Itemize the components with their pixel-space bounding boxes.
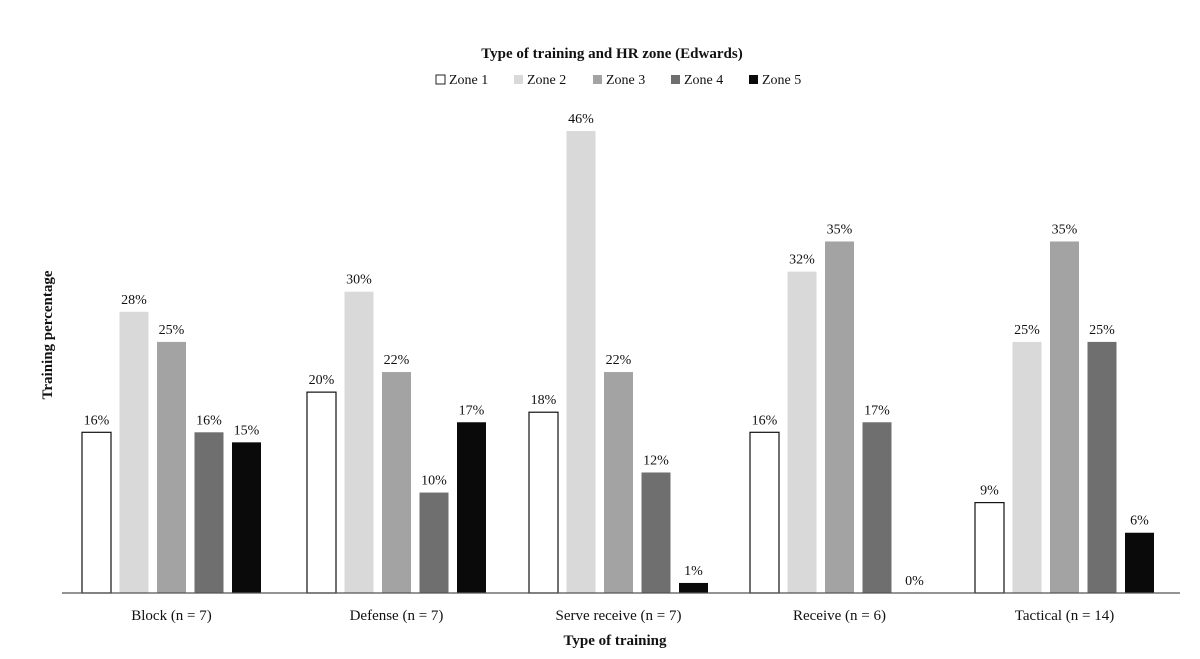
data-label-zone-1-cat3: 18% <box>531 393 557 408</box>
data-label-zone-5-cat2: 17% <box>459 403 485 418</box>
data-label-zone-2-cat3: 46% <box>568 112 594 127</box>
bar-zone-3-cat1 <box>157 341 186 593</box>
bar-zone-3-cat5 <box>1050 241 1079 593</box>
bar-zone-2-cat1 <box>119 311 149 593</box>
data-label-zone-4-cat2: 10% <box>421 474 447 489</box>
bars: 16% 28% 25% 16% 15% 20% 30% 22% 10% 17% 18% 46% 22% 1… <box>81 112 1154 594</box>
bar-zone-4-cat1 <box>194 432 224 593</box>
bar-zone-4-cat5 <box>1087 341 1117 593</box>
category-label-5: Tactical (n = 14) <box>1015 608 1114 624</box>
data-label-zone-3-cat1: 25% <box>159 323 185 338</box>
legend-label-zone-3: Zone 3 <box>606 73 645 88</box>
data-label-zone-1-cat4: 16% <box>752 413 778 428</box>
data-label-zone-5-cat1: 15% <box>234 423 260 438</box>
bar-zone-4-cat2 <box>419 492 449 593</box>
bar-zone-4-cat4 <box>862 422 892 593</box>
bar-zone-1-cat2 <box>306 391 337 594</box>
bar-zone-3-cat2 <box>382 372 411 593</box>
bar-zone-5-cat5 <box>1125 532 1154 593</box>
bar-zone-5-cat2 <box>457 422 486 593</box>
data-label-zone-5-cat5: 6% <box>1130 514 1149 529</box>
legend-swatch-zone-5 <box>749 75 758 84</box>
bar-zone-5-cat1 <box>232 442 261 593</box>
data-label-zone-1-cat2: 20% <box>309 373 335 388</box>
data-label-zone-3-cat2: 22% <box>384 353 410 368</box>
category-label-1: Block (n = 7) <box>131 608 212 624</box>
bar-zone-3-cat3 <box>604 372 633 593</box>
bar-zone-2-cat3 <box>566 131 596 593</box>
data-label-zone-5-cat3: 1% <box>684 564 703 579</box>
data-label-zone-2-cat4: 32% <box>789 253 815 268</box>
data-label-zone-1-cat1: 16% <box>84 413 110 428</box>
bar-zone-1-cat4 <box>749 431 780 594</box>
bar-zone-1-cat5 <box>974 502 1005 594</box>
data-label-zone-5-cat4: 0% <box>905 574 924 589</box>
bar-zone-1-cat1 <box>81 431 112 594</box>
legend-swatch-zone-4 <box>671 75 680 84</box>
legend-label-zone-4: Zone 4 <box>684 73 723 88</box>
data-label-zone-3-cat3: 22% <box>606 353 632 368</box>
data-label-zone-4-cat1: 16% <box>196 413 222 428</box>
chart-title: Type of training and HR zone (Edwards) <box>481 46 742 62</box>
data-label-zone-2-cat1: 28% <box>121 293 147 308</box>
data-label-zone-4-cat4: 17% <box>864 403 890 418</box>
legend-label-zone-1: Zone 1 <box>449 73 488 88</box>
category-label-2: Defense (n = 7) <box>350 608 444 624</box>
bar-zone-1-cat3 <box>528 411 559 594</box>
bar-zone-5-cat3 <box>679 582 708 593</box>
bar-zone-4-cat3 <box>641 472 671 593</box>
legend: Zone 1 Zone 2 Zone 3 Zone 4 Zone 5 <box>435 73 801 88</box>
data-label-zone-3-cat5: 35% <box>1052 222 1078 237</box>
legend-label-zone-2: Zone 2 <box>527 73 566 88</box>
legend-swatch-zone-1 <box>435 74 446 85</box>
bar-zone-2-cat2 <box>344 291 374 593</box>
legend-label-zone-5: Zone 5 <box>762 73 801 88</box>
data-label-zone-2-cat5: 25% <box>1014 323 1040 338</box>
x-axis-title: Type of training <box>563 633 667 649</box>
data-label-zone-2-cat2: 30% <box>346 273 372 288</box>
category-label-4: Receive (n = 6) <box>793 608 886 624</box>
legend-swatch-zone-2 <box>514 75 523 84</box>
bar-zone-2-cat5 <box>1012 341 1042 593</box>
data-label-zone-1-cat5: 9% <box>980 484 999 499</box>
y-axis-title: Training percentage <box>40 270 56 399</box>
data-label-zone-4-cat5: 25% <box>1089 323 1115 338</box>
category-labels: Block (n = 7) Defense (n = 7) Serve receiv… <box>131 608 1114 624</box>
data-label-zone-3-cat4: 35% <box>827 222 853 237</box>
category-label-3: Serve receive (n = 7) <box>556 608 682 624</box>
bar-zone-2-cat4 <box>787 271 817 593</box>
bar-zone-3-cat4 <box>825 241 854 593</box>
legend-swatch-zone-3 <box>593 75 602 84</box>
data-label-zone-4-cat3: 12% <box>643 453 669 468</box>
